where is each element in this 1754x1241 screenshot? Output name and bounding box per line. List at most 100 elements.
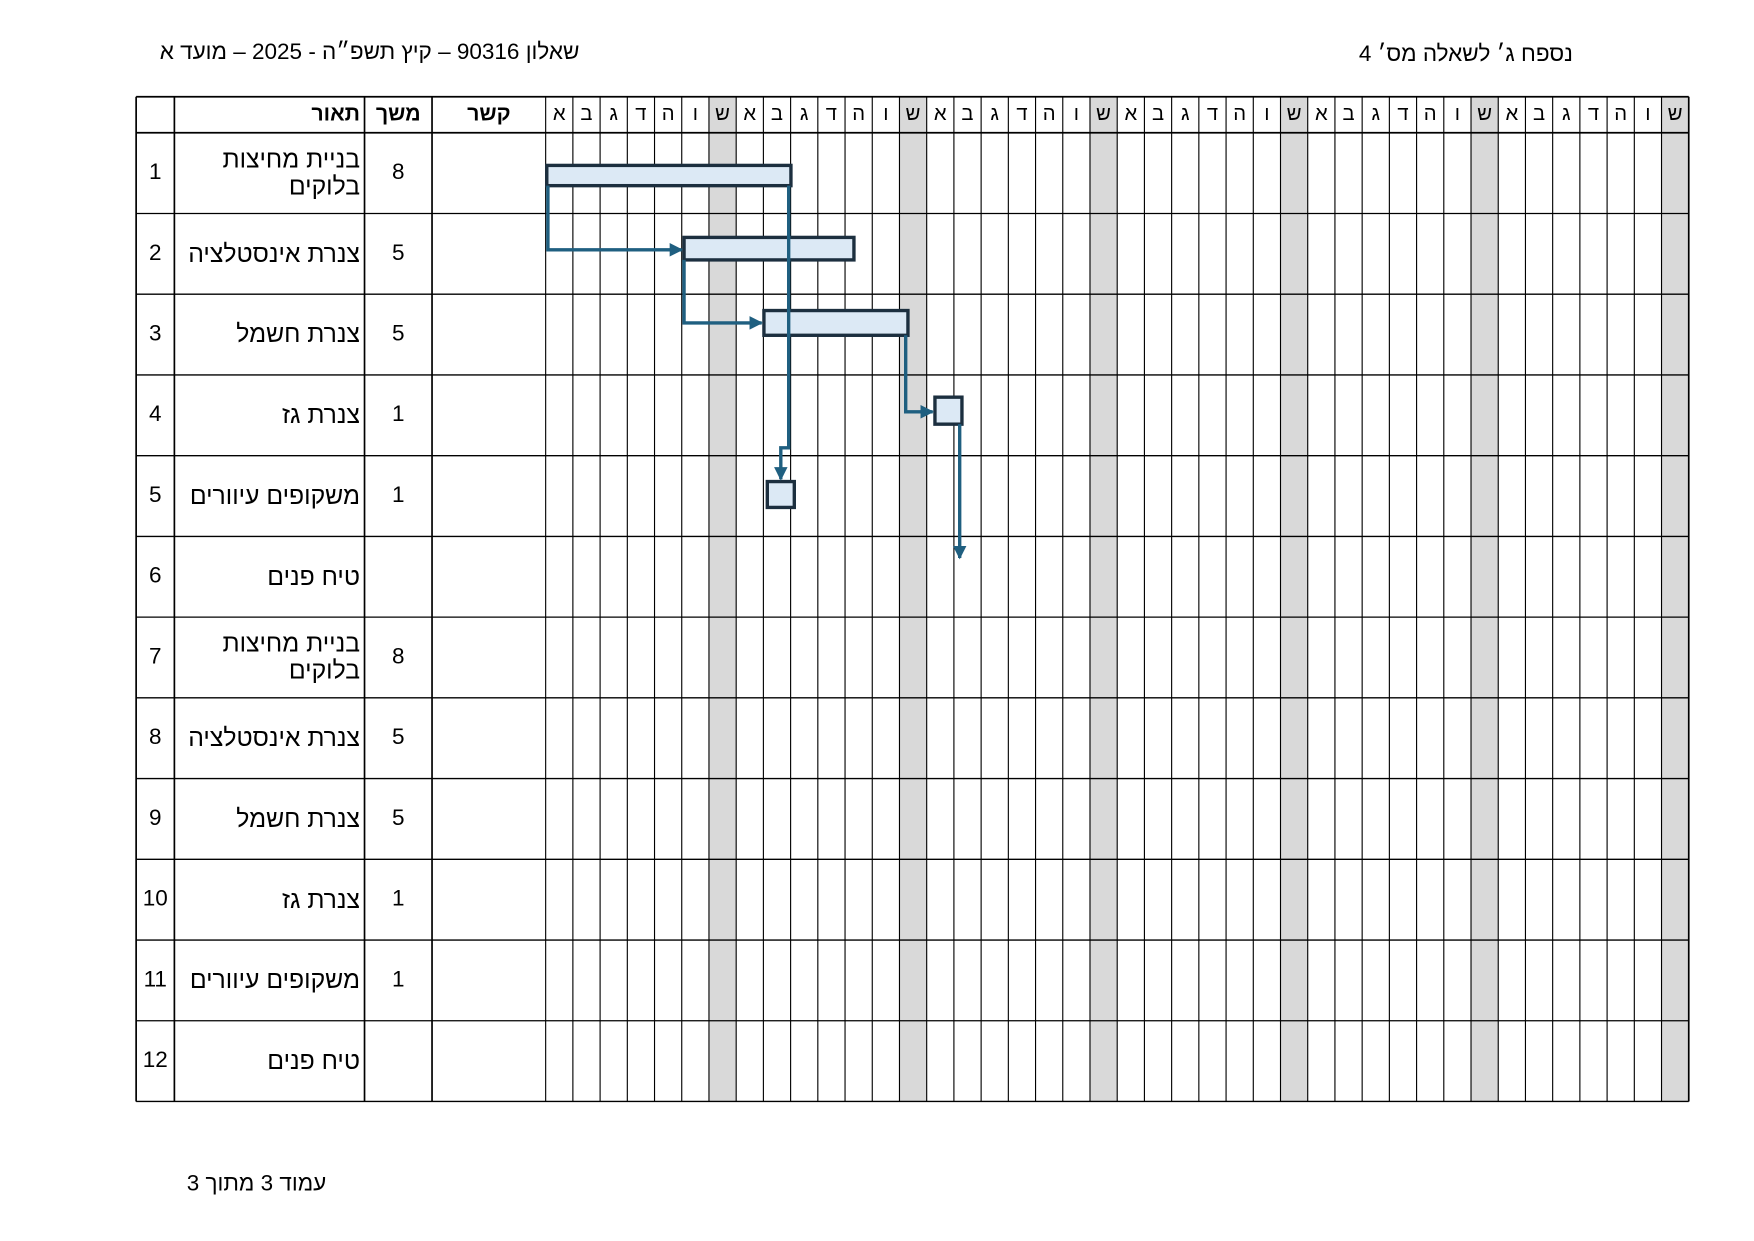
task-bar <box>765 479 796 510</box>
weekend-shade <box>899 96 927 1102</box>
row-number: 12 <box>143 1047 168 1072</box>
day-label: ד <box>635 103 646 125</box>
day-label: ב <box>771 103 783 125</box>
description: צנרת חשמל <box>236 804 361 833</box>
day-label: ה <box>1614 103 1627 125</box>
day-label: ה <box>1043 103 1056 125</box>
arrow <box>682 259 764 330</box>
header-left: שאלון 90316 – קיץ תשפ״ה - 2025 – מועד א <box>160 39 580 64</box>
description-cell: טיח פנים <box>267 1046 361 1075</box>
day-label: ו <box>693 103 698 125</box>
row-number: 6 <box>149 563 162 588</box>
day-label: ב <box>1533 103 1545 125</box>
duration: 5 <box>392 805 405 830</box>
description: צנרת גז <box>281 885 361 914</box>
description: משקופים עיוורים <box>189 965 361 994</box>
day-label: א <box>743 103 756 125</box>
description: בניית מחיצות בלוקים <box>222 145 361 201</box>
description: צנרת אינסטלציה <box>188 723 361 752</box>
row-number: 9 <box>149 805 162 830</box>
duration: 5 <box>392 321 405 346</box>
description-cell: צנרת גז <box>282 401 360 428</box>
day-label: ד <box>1207 103 1218 125</box>
day-label: ש <box>715 103 730 125</box>
day-label: ד <box>1588 103 1599 125</box>
weekend-shade <box>1471 96 1499 1102</box>
column-header: משך <box>376 101 421 125</box>
day-label: ג <box>800 103 809 125</box>
row-number: 5 <box>149 482 162 507</box>
arrow <box>774 185 791 481</box>
day-label: ד <box>1397 103 1408 125</box>
day-label: ג <box>1181 103 1190 125</box>
row-number: 2 <box>149 240 162 265</box>
day-label: ג <box>990 103 999 125</box>
weekend-shade <box>708 96 737 1102</box>
task-bar <box>682 235 856 262</box>
duration: 1 <box>392 886 405 911</box>
description-cell: משקופים עיוורים <box>190 482 360 509</box>
description: טיח פנים <box>267 562 361 591</box>
task-bar <box>933 395 964 426</box>
day-label: ה <box>1233 103 1246 125</box>
day-label: ש <box>906 103 921 125</box>
description-cell: בניית מחיצות בלוקים <box>222 145 361 201</box>
day-label: ו <box>1264 103 1269 125</box>
row-number: 3 <box>149 321 162 346</box>
day-label: ג <box>1562 103 1571 125</box>
day-label: א <box>1124 103 1137 125</box>
duration: 1 <box>392 966 405 991</box>
row-number: 4 <box>149 401 162 426</box>
header-right: נספח ג׳ לשאלה מס׳ 4 <box>1359 41 1573 66</box>
day-label: ג <box>1371 103 1380 125</box>
day-label: ו <box>1645 103 1650 125</box>
description: בניית מחיצות בלוקים <box>222 629 361 685</box>
arrow <box>904 335 935 419</box>
day-label: ב <box>580 103 592 125</box>
arrow <box>546 185 684 257</box>
description-cell: צנרת גז <box>281 885 361 914</box>
duration: 1 <box>392 482 405 507</box>
weekend-shade <box>1280 96 1308 1102</box>
day-label: ב <box>961 103 973 125</box>
weekend-shade <box>1089 96 1118 1102</box>
description-cell: טיח פנים <box>267 562 361 591</box>
task-bar <box>762 308 910 337</box>
row-number: 11 <box>144 966 167 991</box>
description: טיח פנים <box>267 1046 361 1075</box>
day-label: ה <box>1424 103 1437 125</box>
weekend-shade <box>1661 96 1689 1102</box>
description: צנרת חשמל <box>236 319 361 349</box>
day-label: ו <box>883 103 888 125</box>
column-header: תאור <box>311 101 360 125</box>
day-label: ד <box>1016 103 1027 125</box>
duration: 1 <box>392 401 405 426</box>
row-number: 1 <box>149 159 162 184</box>
day-label: ש <box>1477 103 1492 125</box>
description: צנרת אינסטלציה <box>188 239 361 268</box>
day-label: ה <box>852 103 865 125</box>
day-label: ש <box>1096 103 1111 125</box>
description-cell: צנרת חשמל <box>236 319 361 349</box>
day-label: א <box>1315 103 1328 125</box>
description-cell: צנרת חשמל <box>236 804 361 833</box>
day-label: ב <box>1152 103 1164 125</box>
day-label: א <box>553 103 566 125</box>
day-label: ג <box>609 103 618 125</box>
duration: 8 <box>392 159 405 184</box>
day-label: א <box>934 103 947 125</box>
table: תאור משך קשר א ב ג ד ה ו ש א ב ג ד ה ו ש א ב ג ד ה ו ש א ב ג ד ה ו ש א ב… <box>135 95 1690 1103</box>
day-label: ב <box>1342 103 1354 125</box>
description-cell: צנרת אינסטלציה <box>188 723 361 752</box>
day-label: א <box>1505 103 1518 125</box>
row-number: 8 <box>149 724 162 749</box>
duration: 5 <box>392 724 405 749</box>
duration: 8 <box>392 643 405 668</box>
description-cell: משקופים עיוורים <box>189 965 361 994</box>
task-bar <box>545 163 793 188</box>
footer: עמוד 3 מתוך 3 <box>187 1171 327 1196</box>
duration: 5 <box>392 240 405 265</box>
